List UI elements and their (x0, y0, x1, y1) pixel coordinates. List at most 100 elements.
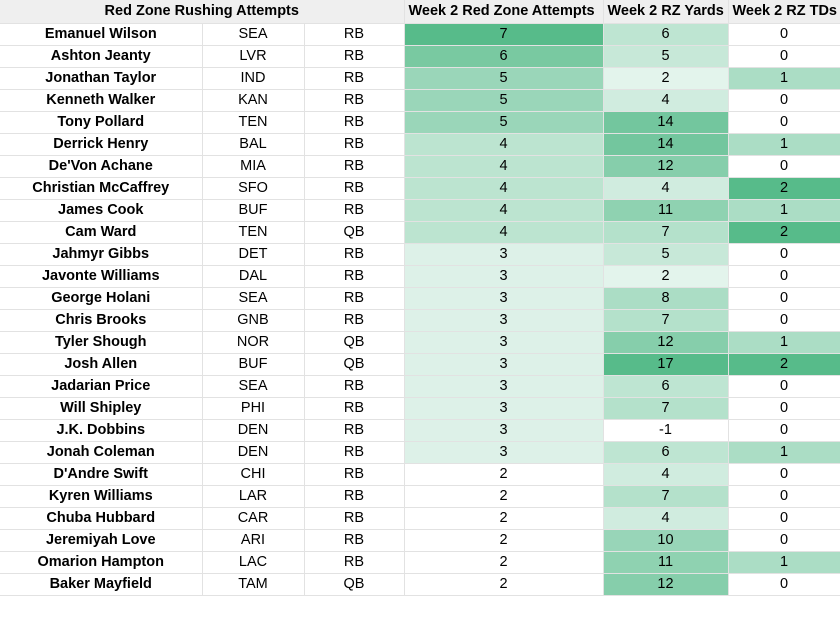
player-name-cell[interactable]: Emanuel Wilson (0, 23, 203, 46)
player-name-cell[interactable]: Derrick Henry (0, 133, 203, 156)
attempts-cell[interactable]: 3 (404, 243, 604, 266)
tds-cell[interactable]: 1 (728, 551, 840, 574)
position-cell[interactable]: RB (304, 485, 405, 508)
tds-cell[interactable]: 1 (728, 441, 840, 464)
team-cell[interactable]: BUF (202, 353, 305, 376)
yards-cell[interactable]: 6 (603, 375, 729, 398)
attempts-cell[interactable]: 5 (404, 89, 604, 112)
position-cell[interactable]: RB (304, 133, 405, 156)
team-cell[interactable]: DET (202, 243, 305, 266)
position-cell[interactable]: RB (304, 529, 405, 552)
yards-cell[interactable]: 4 (603, 177, 729, 200)
team-cell[interactable]: LAR (202, 485, 305, 508)
team-cell[interactable]: CAR (202, 507, 305, 530)
player-name-cell[interactable]: De'Von Achane (0, 155, 203, 178)
player-name-cell[interactable]: Chuba Hubbard (0, 507, 203, 530)
attempts-cell[interactable]: 3 (404, 309, 604, 332)
attempts-cell[interactable]: 3 (404, 397, 604, 420)
attempts-cell[interactable]: 2 (404, 551, 604, 574)
team-cell[interactable]: SEA (202, 23, 305, 46)
yards-cell[interactable]: 12 (603, 155, 729, 178)
tds-cell[interactable]: 0 (728, 111, 840, 134)
position-cell[interactable]: RB (304, 551, 405, 574)
position-cell[interactable]: RB (304, 67, 405, 90)
player-name-cell[interactable]: Will Shipley (0, 397, 203, 420)
team-cell[interactable]: IND (202, 67, 305, 90)
player-name-cell[interactable]: Chris Brooks (0, 309, 203, 332)
attempts-cell[interactable]: 6 (404, 45, 604, 68)
attempts-cell[interactable]: 2 (404, 507, 604, 530)
position-cell[interactable]: RB (304, 309, 405, 332)
attempts-cell[interactable]: 3 (404, 375, 604, 398)
position-cell[interactable]: RB (304, 23, 405, 46)
yards-cell[interactable]: 5 (603, 45, 729, 68)
player-name-cell[interactable]: D'Andre Swift (0, 463, 203, 486)
position-cell[interactable]: RB (304, 89, 405, 112)
player-name-cell[interactable]: Christian McCaffrey (0, 177, 203, 200)
player-name-cell[interactable]: Josh Allen (0, 353, 203, 376)
player-name-cell[interactable]: Baker Mayfield (0, 573, 203, 596)
yards-cell[interactable]: 11 (603, 551, 729, 574)
tds-cell[interactable]: 2 (728, 353, 840, 376)
yards-cell[interactable]: 7 (603, 309, 729, 332)
player-name-cell[interactable]: George Holani (0, 287, 203, 310)
position-cell[interactable]: RB (304, 419, 405, 442)
team-cell[interactable]: MIA (202, 155, 305, 178)
yards-cell[interactable]: 6 (603, 23, 729, 46)
team-cell[interactable]: KAN (202, 89, 305, 112)
yards-cell[interactable]: 17 (603, 353, 729, 376)
attempts-cell[interactable]: 4 (404, 133, 604, 156)
position-cell[interactable]: RB (304, 375, 405, 398)
yards-cell[interactable]: 14 (603, 111, 729, 134)
team-cell[interactable]: DAL (202, 265, 305, 288)
position-cell[interactable]: RB (304, 111, 405, 134)
tds-cell[interactable]: 0 (728, 45, 840, 68)
attempts-cell[interactable]: 2 (404, 573, 604, 596)
attempts-cell[interactable]: 3 (404, 331, 604, 354)
yards-cell[interactable]: 12 (603, 331, 729, 354)
yards-cell[interactable]: 2 (603, 265, 729, 288)
tds-cell[interactable]: 1 (728, 133, 840, 156)
attempts-cell[interactable]: 2 (404, 529, 604, 552)
player-name-cell[interactable]: Kyren Williams (0, 485, 203, 508)
tds-cell[interactable]: 0 (728, 155, 840, 178)
tds-cell[interactable]: 0 (728, 485, 840, 508)
tds-cell[interactable]: 0 (728, 529, 840, 552)
yards-cell[interactable]: 11 (603, 199, 729, 222)
tds-cell[interactable]: 0 (728, 243, 840, 266)
team-cell[interactable]: PHI (202, 397, 305, 420)
team-cell[interactable]: BUF (202, 199, 305, 222)
tds-cell[interactable]: 0 (728, 309, 840, 332)
team-cell[interactable]: BAL (202, 133, 305, 156)
position-cell[interactable]: RB (304, 507, 405, 530)
tds-cell[interactable]: 1 (728, 67, 840, 90)
position-cell[interactable]: RB (304, 155, 405, 178)
player-name-cell[interactable]: Omarion Hampton (0, 551, 203, 574)
yards-cell[interactable]: 5 (603, 243, 729, 266)
attempts-cell[interactable]: 2 (404, 485, 604, 508)
sheet-title-header[interactable]: Red Zone Rushing Attempts (0, 0, 405, 24)
yards-cell[interactable]: 4 (603, 463, 729, 486)
tds-cell[interactable]: 0 (728, 375, 840, 398)
team-cell[interactable]: LAC (202, 551, 305, 574)
yards-cell[interactable]: 7 (603, 485, 729, 508)
yards-cell[interactable]: -1 (603, 419, 729, 442)
yards-cell[interactable]: 2 (603, 67, 729, 90)
yards-cell[interactable]: 14 (603, 133, 729, 156)
tds-cell[interactable]: 1 (728, 331, 840, 354)
attempts-cell[interactable]: 3 (404, 419, 604, 442)
position-cell[interactable]: QB (304, 221, 405, 244)
tds-cell[interactable]: 0 (728, 23, 840, 46)
player-name-cell[interactable]: J.K. Dobbins (0, 419, 203, 442)
tds-cell[interactable]: 0 (728, 265, 840, 288)
player-name-cell[interactable]: Jonah Coleman (0, 441, 203, 464)
yards-cell[interactable]: 4 (603, 89, 729, 112)
attempts-cell[interactable]: 4 (404, 221, 604, 244)
position-cell[interactable]: QB (304, 353, 405, 376)
yards-cell[interactable]: 7 (603, 221, 729, 244)
team-cell[interactable]: DEN (202, 419, 305, 442)
position-cell[interactable]: RB (304, 463, 405, 486)
attempts-cell[interactable]: 3 (404, 441, 604, 464)
tds-cell[interactable]: 0 (728, 573, 840, 596)
tds-cell[interactable]: 0 (728, 507, 840, 530)
